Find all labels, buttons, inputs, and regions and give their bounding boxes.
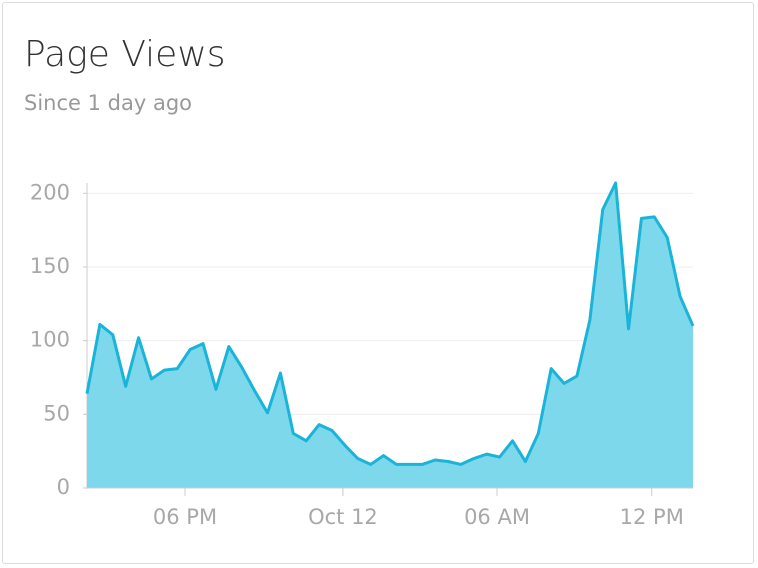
y-tick-label: 50: [43, 401, 70, 425]
x-tick-label: 06 PM: [153, 505, 217, 529]
x-tick-label: 06 AM: [464, 505, 530, 529]
y-tick-label: 100: [30, 328, 70, 352]
area-line: [85, 181, 695, 466]
area-fill: [87, 183, 693, 488]
y-tick-label: 200: [30, 180, 70, 204]
x-tick-label: Oct 12: [308, 505, 378, 529]
chart-subtitle: Since 1 day ago: [24, 91, 192, 115]
y-tick-label: 150: [30, 254, 70, 278]
chart-title: Page Views: [24, 34, 226, 75]
y-tick-label: 0: [57, 475, 70, 499]
x-tick-label: 12 PM: [620, 505, 684, 529]
